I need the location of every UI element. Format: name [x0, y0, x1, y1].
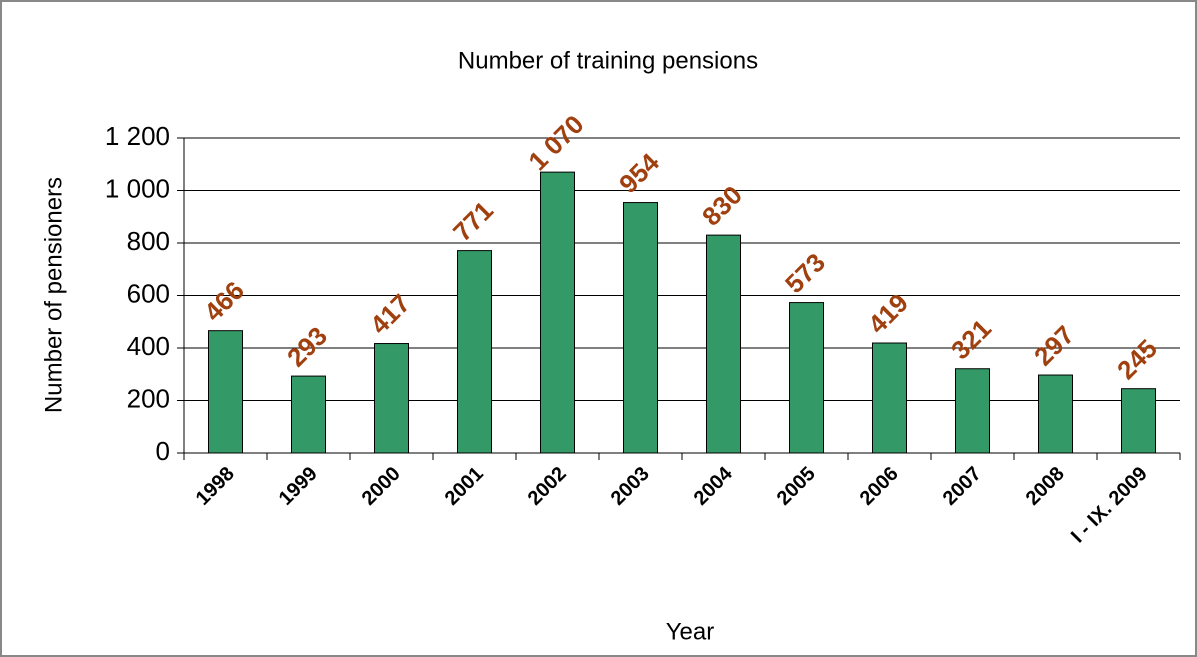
- chart-title: Number of training pensions: [458, 47, 758, 74]
- bar: [457, 250, 492, 454]
- bar: [1038, 374, 1073, 454]
- y-tick-label: 1 200: [105, 121, 170, 151]
- bar: [291, 375, 326, 454]
- bar: [789, 302, 824, 454]
- bar: [540, 171, 575, 454]
- y-tick-label: 800: [127, 226, 170, 256]
- bar: [872, 342, 907, 454]
- y-tick-label: 0: [156, 436, 170, 466]
- bar: [623, 202, 658, 454]
- bar: [208, 330, 243, 454]
- y-axis-title: Number of pensioners: [40, 177, 67, 413]
- bar: [706, 234, 741, 454]
- bar: [1121, 388, 1156, 454]
- bar: [374, 343, 409, 454]
- x-axis-title: Year: [666, 618, 715, 645]
- y-tick-label: 200: [127, 383, 170, 413]
- bar: [955, 368, 990, 454]
- y-tick-label: 1 000: [105, 173, 170, 203]
- y-tick-label: 600: [127, 278, 170, 308]
- y-tick-label: 400: [127, 331, 170, 361]
